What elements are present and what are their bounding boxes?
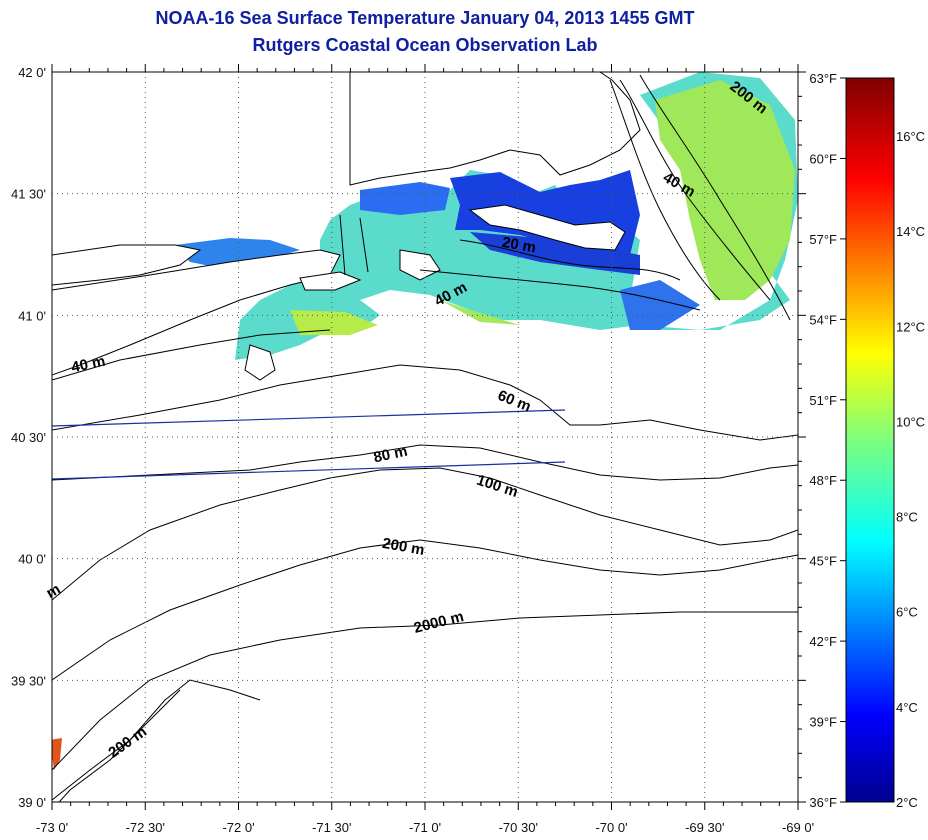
colorbar-fahrenheit-labels: 63°F 60°F 57°F 54°F 51°F 48°F 45°F 42°F 39°F 36°F xyxy=(809,71,846,810)
lat-label: 39 0' xyxy=(18,795,46,810)
lat-label: 39 30' xyxy=(11,673,46,688)
colorbar-f-label: 51°F xyxy=(809,393,837,408)
latitude-labels: 42 0' 41 30' 41 0' 40 30' 40 0' 39 30' 39 0' xyxy=(11,65,46,810)
longitude-labels: -73 0' -72 30' -72 0' -71 30' -71 0' -70 30' -… xyxy=(36,820,814,835)
colorbar-c-label: 2°C xyxy=(896,795,918,810)
colorbar-c-label: 10°C xyxy=(896,414,925,429)
lat-label: 41 30' xyxy=(11,187,46,202)
colorbar-c-label: 4°C xyxy=(896,700,918,715)
contour-label: 20 m xyxy=(501,234,538,257)
lon-label: -72 30' xyxy=(126,820,165,835)
colorbar-f-label: 60°F xyxy=(809,151,837,166)
colorbar-c-label: 6°C xyxy=(896,605,918,620)
colorbar-f-label: 57°F xyxy=(809,232,837,247)
bathymetry-contours xyxy=(52,74,798,802)
lon-label: -69 0' xyxy=(782,820,814,835)
transect-lines xyxy=(51,409,566,480)
colorbar-f-label: 39°F xyxy=(809,715,837,730)
colorbar-f-label: 42°F xyxy=(809,634,837,649)
lon-label: -69 30' xyxy=(685,820,724,835)
graticule xyxy=(52,72,798,802)
map-title: NOAA-16 Sea Surface Temperature January … xyxy=(155,8,695,28)
lat-label: 40 0' xyxy=(18,552,46,567)
contour-label: 100 m xyxy=(474,472,520,501)
colorbar-c-label: 8°C xyxy=(896,510,918,525)
lat-label: 41 0' xyxy=(18,308,46,323)
contour-label: 200 m xyxy=(381,535,426,559)
colorbar-f-label: 63°F xyxy=(809,71,837,86)
lat-label: 42 0' xyxy=(18,65,46,80)
lon-label: -72 0' xyxy=(222,820,254,835)
colorbar-f-label: 54°F xyxy=(809,312,837,327)
colorbar-c-label: 16°C xyxy=(896,129,925,144)
contour-label: 80 m xyxy=(372,443,409,467)
colorbar-gradient xyxy=(845,77,895,803)
colorbar-c-label: 14°C xyxy=(896,224,925,239)
colorbar-c-label: 12°C xyxy=(896,319,925,334)
lon-label: -71 30' xyxy=(312,820,351,835)
sst-data-layer xyxy=(52,72,798,770)
colorbar: 63°F 60°F 57°F 54°F 51°F 48°F 45°F 42°F 39°F 36°F… xyxy=(809,71,925,810)
contour-label: 200 m xyxy=(105,723,150,761)
lon-label: -73 0' xyxy=(36,820,68,835)
lon-label: -71 0' xyxy=(409,820,441,835)
colorbar-f-label: 45°F xyxy=(809,554,837,569)
lat-label: 40 30' xyxy=(11,430,46,445)
lon-label: -70 0' xyxy=(595,820,627,835)
lon-label: -70 30' xyxy=(499,820,538,835)
contour-label: m xyxy=(43,581,63,602)
contour-label: 40 m xyxy=(70,353,107,377)
coastline-layer xyxy=(52,72,641,381)
colorbar-f-label: 48°F xyxy=(809,473,837,488)
axis-ticks xyxy=(51,64,806,810)
colorbar-f-label: 36°F xyxy=(809,795,837,810)
contour-label: 2000 m xyxy=(412,608,465,637)
colorbar-celsius-labels: 16°C 14°C 12°C 10°C 8°C 6°C 4°C 2°C xyxy=(896,129,925,810)
map-subtitle: Rutgers Coastal Ocean Observation Lab xyxy=(252,35,598,55)
